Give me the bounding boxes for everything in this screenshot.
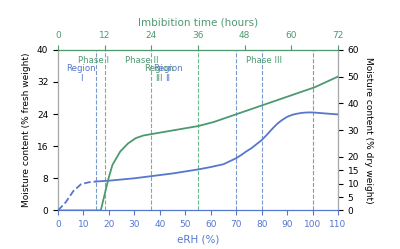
Text: Region
II: Region II [153, 64, 182, 83]
Text: Region
III: Region III [144, 64, 174, 83]
Text: Region
I: Region I [66, 64, 96, 83]
Text: Phase I: Phase I [78, 56, 108, 65]
X-axis label: eRH (%): eRH (%) [177, 235, 219, 245]
Text: Phase III: Phase III [246, 56, 282, 65]
X-axis label: Imbibition time (hours): Imbibition time (hours) [138, 17, 258, 28]
Y-axis label: Moisture content (% fresh weight): Moisture content (% fresh weight) [22, 53, 31, 207]
Text: Phase II: Phase II [125, 56, 158, 65]
Y-axis label: Moisture content (% dry weight): Moisture content (% dry weight) [364, 57, 373, 203]
